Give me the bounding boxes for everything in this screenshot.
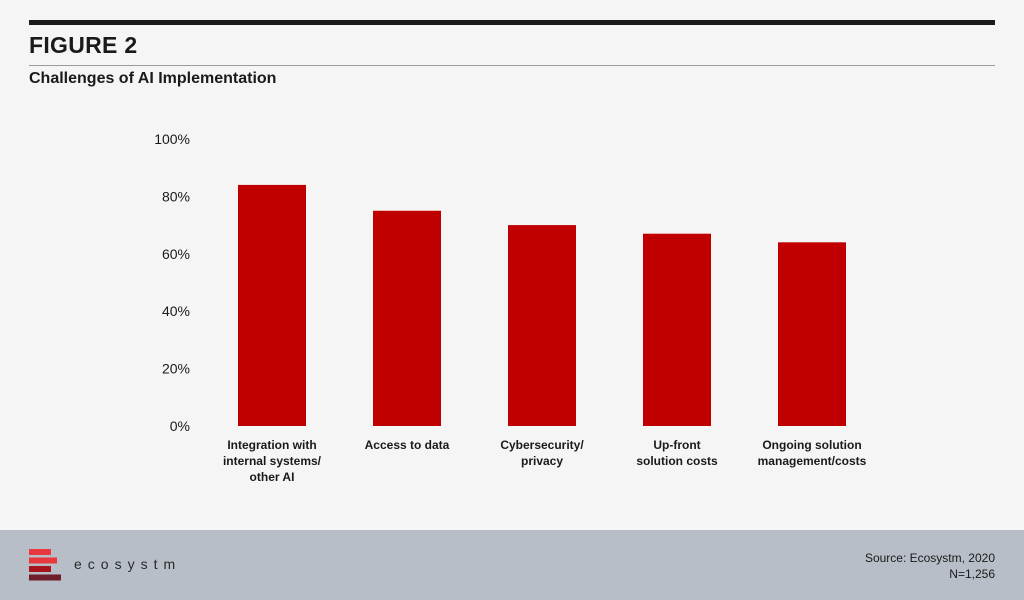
x-tick-label: Ongoing solution management/costs: [758, 438, 867, 468]
x-tick-label: Access to data: [365, 438, 450, 452]
x-tick-label: Cybersecurity/privacy: [500, 438, 584, 468]
y-tick-label: 40%: [162, 303, 190, 319]
bar: [643, 233, 711, 426]
source-note: Source: Ecosystm, 2020 N=1,256: [865, 550, 995, 582]
ecosystm-logo-icon: [29, 549, 61, 581]
top-rule: [29, 20, 995, 25]
sample-size: N=1,256: [949, 567, 995, 581]
y-tick-label: 60%: [162, 246, 190, 262]
figure-label: FIGURE 2: [29, 32, 138, 58]
x-tick-label: Integration with internal systems/other A…: [223, 438, 322, 484]
y-tick-label: 0%: [170, 418, 190, 434]
title-divider: [29, 65, 995, 66]
y-tick-label: 20%: [162, 361, 190, 377]
bar: [238, 184, 306, 426]
y-tick-label: 100%: [154, 131, 190, 147]
bar: [373, 210, 441, 426]
bar-chart: 0% 20% 40% 60% 80% 100% Integration with intern…: [154, 131, 867, 484]
bar: [508, 225, 576, 426]
chart-title: Challenges of AI Implementation: [29, 70, 277, 87]
x-tick-label: Up-front solution costs: [636, 438, 718, 468]
footer: ecosystm Source: Ecosystm, 2020 N=1,256: [0, 530, 1024, 600]
y-tick-label: 80%: [162, 188, 190, 204]
logo-wordmark: ecosystm: [74, 556, 182, 572]
bar: [778, 242, 846, 426]
source-text: Source: Ecosystm, 2020: [864, 551, 995, 565]
